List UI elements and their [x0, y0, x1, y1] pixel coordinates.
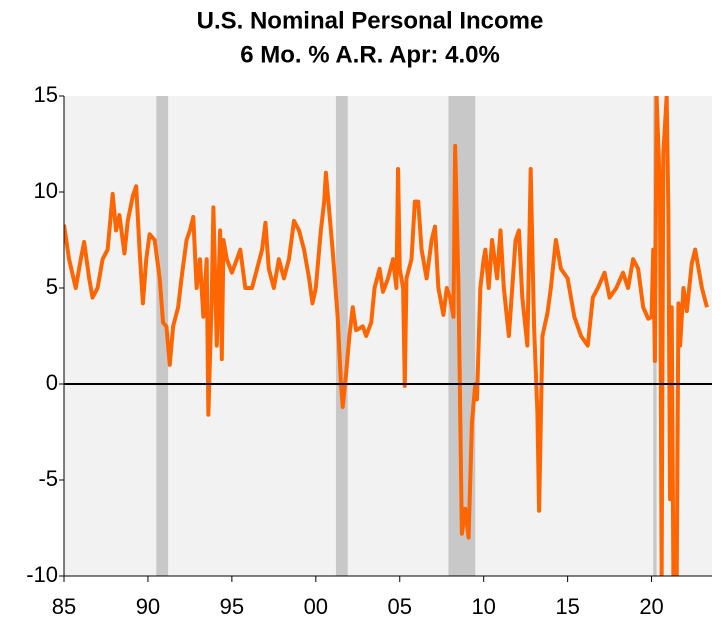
- y-tick-label: -5: [38, 466, 58, 491]
- x-tick-label: 00: [304, 594, 328, 619]
- income-line: [64, 96, 709, 576]
- recession-band: [335, 96, 348, 576]
- y-tick-label: 15: [34, 82, 58, 107]
- x-tick-label: 10: [471, 594, 495, 619]
- chart-subtitle: 6 Mo. % A.R. Apr: 4.0%: [240, 41, 500, 68]
- x-tick-label: 05: [388, 594, 412, 619]
- y-tick-label: -10: [26, 562, 58, 587]
- x-tick-label: 90: [136, 594, 160, 619]
- line-layer: [64, 96, 709, 576]
- y-tick-label: 5: [46, 274, 58, 299]
- x-tick-label: 15: [555, 594, 579, 619]
- y-tick-label: 10: [34, 178, 58, 203]
- x-tick-label: 85: [52, 594, 76, 619]
- x-tick-label: 20: [639, 594, 663, 619]
- chart-title: U.S. Nominal Personal Income: [197, 7, 544, 34]
- y-tick-label: 0: [46, 370, 58, 395]
- recession-band: [156, 96, 169, 576]
- x-tick-label: 95: [220, 594, 244, 619]
